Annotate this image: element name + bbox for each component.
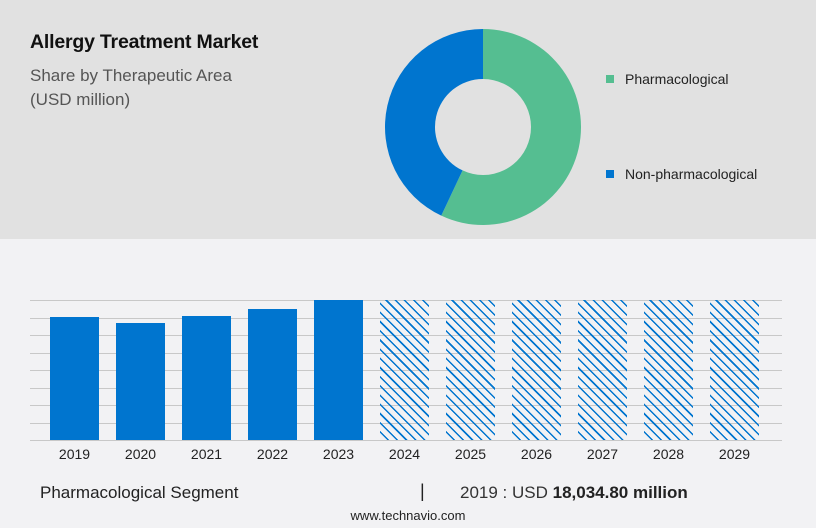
donut-chart <box>385 29 581 225</box>
segment-label: Pharmacological Segment <box>40 483 239 502</box>
value-amount: 18,034.80 million <box>552 483 688 502</box>
subtitle-line-2: (USD million) <box>30 90 131 109</box>
legend-swatch-icon <box>606 170 614 178</box>
bar-2027 <box>578 300 627 440</box>
chart-title: Allergy Treatment Market <box>30 31 259 53</box>
x-tick-label: 2019 <box>58 446 91 462</box>
footer-separator: | <box>420 481 425 501</box>
donut-slice-pharmacological <box>441 29 581 225</box>
value-prefix: 2019 : USD <box>460 483 548 502</box>
gridline <box>30 440 782 441</box>
x-tick-label: 2021 <box>190 446 223 462</box>
x-tick-label: 2024 <box>388 446 421 462</box>
source-url: www.technavio.com <box>350 508 466 523</box>
bar-2023 <box>314 300 363 440</box>
x-tick-label: 2029 <box>718 446 751 462</box>
legend-swatch-icon <box>606 75 614 83</box>
bar-2022 <box>248 309 297 440</box>
x-tick-label: 2027 <box>586 446 619 462</box>
legend-item-pharmacological: Pharmacological <box>606 71 729 87</box>
bar-2024 <box>380 300 429 440</box>
bar-2020 <box>116 323 165 440</box>
x-tick-label: 2026 <box>520 446 553 462</box>
bar-2025 <box>446 300 495 440</box>
bar-2021 <box>182 316 231 440</box>
bar-chart-plot <box>30 300 782 441</box>
x-tick-label: 2025 <box>454 446 487 462</box>
donut-slice-non-pharmacological <box>385 29 483 216</box>
legend-item-non-pharmacological: Non-pharmacological <box>606 166 757 182</box>
x-tick-label: 2020 <box>124 446 157 462</box>
subtitle-line-1: Share by Therapeutic Area <box>30 66 232 85</box>
bar-2019 <box>50 317 99 440</box>
bar-2029 <box>710 300 759 440</box>
chart-subtitle: Share by Therapeutic Area (USD million) <box>30 64 232 112</box>
x-tick-label: 2028 <box>652 446 685 462</box>
segment-value: 2019 : USD 18,034.80 million <box>460 483 688 503</box>
bar-2028 <box>644 300 693 440</box>
x-tick-label: 2022 <box>256 446 289 462</box>
legend-label: Non-pharmacological <box>625 166 758 182</box>
bar-2026 <box>512 300 561 440</box>
x-tick-label: 2023 <box>322 446 355 462</box>
legend-label: Pharmacological <box>625 71 729 87</box>
